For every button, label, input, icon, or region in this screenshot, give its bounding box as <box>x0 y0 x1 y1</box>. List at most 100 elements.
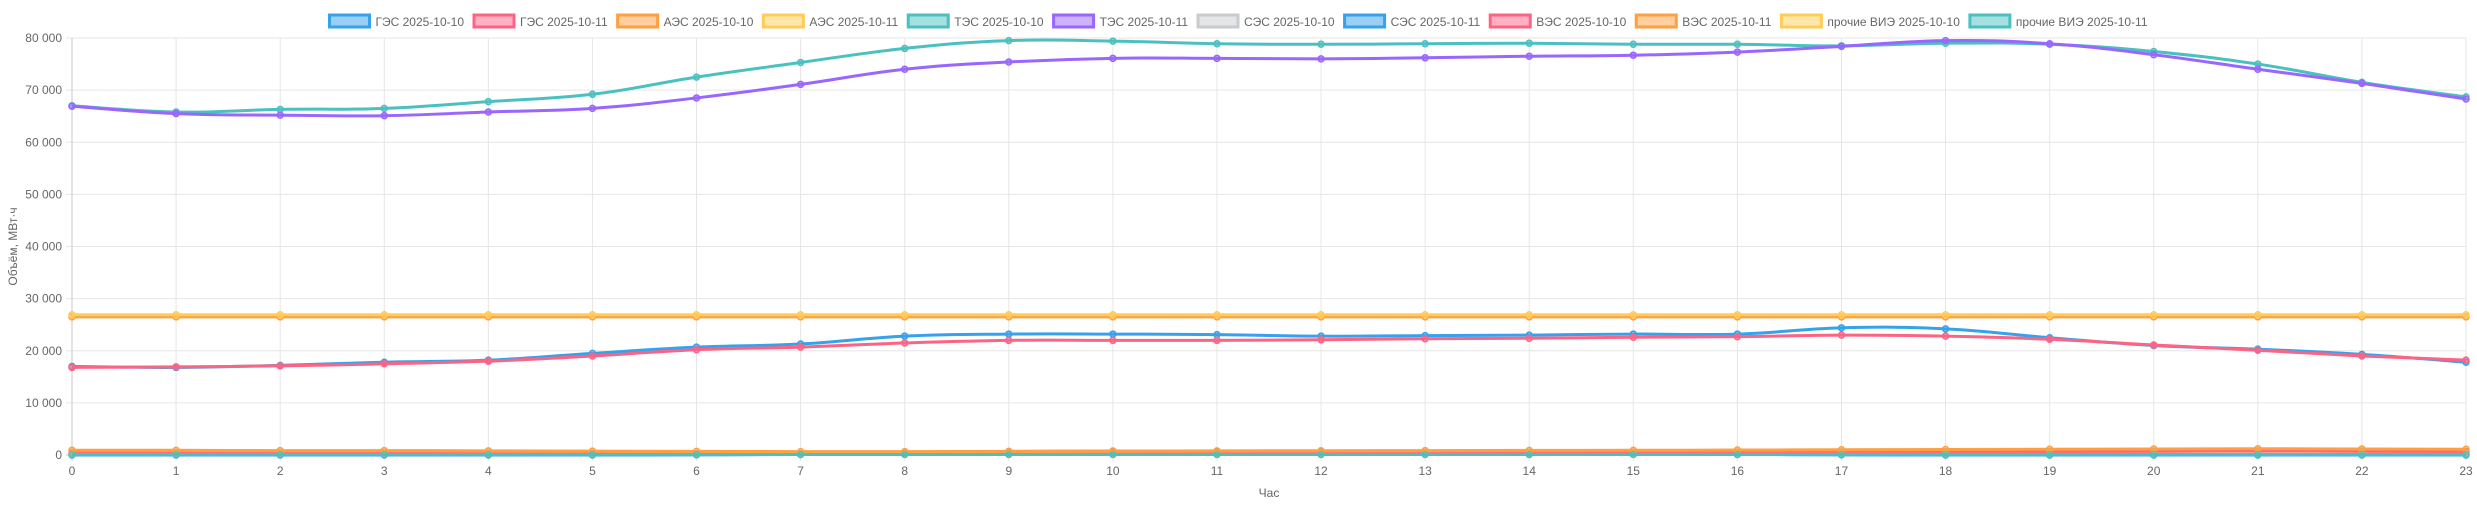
data-point <box>484 450 493 459</box>
data-point <box>1005 450 1013 459</box>
data-point <box>900 311 909 319</box>
legend-item[interactable]: АЭС 2025-10-11 <box>761 13 899 29</box>
data-point <box>1733 332 1742 341</box>
data-point <box>1837 42 1846 51</box>
data-point <box>1733 40 1742 49</box>
legend-item[interactable]: ВЭС 2025-10-10 <box>1488 13 1627 29</box>
legend-label: прочие ВИЭ 2025-10-10 <box>1827 15 1960 29</box>
data-point <box>1213 54 1221 63</box>
data-point <box>1837 311 1846 319</box>
data-point <box>68 311 76 319</box>
legend-swatch <box>327 13 371 29</box>
data-point <box>68 102 76 111</box>
data-point <box>2149 311 2158 319</box>
x-tick-label: 15 <box>1627 464 1641 478</box>
data-point <box>1525 334 1533 342</box>
legend-item[interactable]: прочие ВИЭ 2025-10-10 <box>1779 13 1960 29</box>
legend-label: АЭС 2025-10-10 <box>664 15 754 29</box>
x-axis-title: Час <box>1259 486 1280 500</box>
data-point <box>2254 311 2262 319</box>
y-tick-label: 60 000 <box>25 135 62 149</box>
data-point <box>796 80 805 89</box>
series-3 <box>68 311 2470 319</box>
series-5 <box>68 36 2470 120</box>
data-point <box>1629 450 1638 459</box>
legend-item[interactable]: ВЭС 2025-10-11 <box>1634 13 1772 29</box>
data-point <box>1109 336 1117 345</box>
x-tick-label: 2 <box>277 464 284 478</box>
legend-item[interactable]: прочие ВИЭ 2025-10-11 <box>1968 13 2148 29</box>
legend-item[interactable]: ТЭС 2025-10-11 <box>1052 13 1189 29</box>
data-point <box>2254 346 2262 354</box>
data-point <box>692 345 701 354</box>
x-tick-label: 3 <box>381 464 388 478</box>
legend-swatch <box>1196 13 1240 29</box>
series-1 <box>68 331 2470 372</box>
data-point <box>484 97 493 106</box>
data-point <box>1213 336 1221 345</box>
data-point <box>1629 51 1638 59</box>
x-tick-label: 12 <box>1314 464 1328 478</box>
legend-label: СЭС 2025-10-11 <box>1391 15 1481 29</box>
legend-item[interactable]: ТЭС 2025-10-10 <box>906 13 1044 29</box>
x-tick-label: 13 <box>1418 464 1432 478</box>
data-point <box>900 65 909 74</box>
data-point <box>68 363 76 372</box>
legend-swatch <box>761 13 805 29</box>
data-point <box>380 104 389 113</box>
data-point <box>1109 37 1117 45</box>
data-point <box>1525 39 1533 47</box>
data-point <box>2462 95 2470 103</box>
y-axis-title: Объём, МВт·ч <box>6 207 20 285</box>
data-point <box>172 363 180 371</box>
data-point <box>588 90 597 99</box>
data-point <box>2045 450 2054 459</box>
data-point <box>172 311 180 319</box>
y-tick-label: 70 000 <box>25 83 62 97</box>
data-point <box>1421 311 1429 319</box>
legend-item[interactable]: ГЭС 2025-10-10 <box>327 13 464 29</box>
data-point <box>692 73 701 81</box>
x-tick-label: 22 <box>2355 464 2369 478</box>
data-point <box>1005 330 1013 338</box>
data-point <box>1525 450 1533 459</box>
x-tick-label: 23 <box>2459 464 2473 478</box>
data-point <box>796 343 805 351</box>
data-point <box>796 450 805 459</box>
legend-swatch <box>472 13 516 29</box>
data-point <box>1421 450 1429 459</box>
legend-label: ГЭС 2025-10-10 <box>375 15 464 29</box>
data-point <box>1733 450 1742 459</box>
x-tick-label: 5 <box>589 464 596 478</box>
legend-label: ТЭС 2025-10-11 <box>1100 15 1189 29</box>
legend-label: ТЭС 2025-10-10 <box>954 15 1044 29</box>
data-point <box>276 311 284 319</box>
legend-label: прочие ВИЭ 2025-10-11 <box>2016 15 2148 29</box>
x-tick-label: 14 <box>1523 464 1537 478</box>
series-line <box>71 447 2467 454</box>
legend-swatch <box>1488 13 1532 29</box>
data-point <box>172 109 180 118</box>
data-point <box>796 311 805 319</box>
legend-item[interactable]: СЭС 2025-10-10 <box>1196 13 1335 29</box>
data-point <box>1317 40 1325 49</box>
data-point <box>900 339 909 347</box>
axes: 0 10 000 20 000 30 000 40 000 50 000 60 000 70 … <box>25 31 2473 478</box>
legend-item[interactable]: АЭС 2025-10-10 <box>616 13 754 29</box>
legend-item[interactable]: ГЭС 2025-10-11 <box>472 13 608 29</box>
x-tick-label: 21 <box>2251 464 2265 478</box>
data-point <box>2358 311 2366 319</box>
data-point <box>276 450 284 459</box>
x-tick-label: 0 <box>69 464 76 478</box>
x-tick-label: 16 <box>1731 464 1745 478</box>
data-point <box>1109 330 1117 338</box>
legend-item[interactable]: СЭС 2025-10-11 <box>1343 13 1481 29</box>
x-tick-label: 7 <box>797 464 804 478</box>
data-point <box>900 332 909 340</box>
x-tick-label: 18 <box>1939 464 1953 478</box>
y-tick-label: 10 000 <box>25 396 62 410</box>
data-point <box>588 450 597 459</box>
legend-swatch <box>1634 13 1678 29</box>
legend-swatch <box>1343 13 1387 29</box>
